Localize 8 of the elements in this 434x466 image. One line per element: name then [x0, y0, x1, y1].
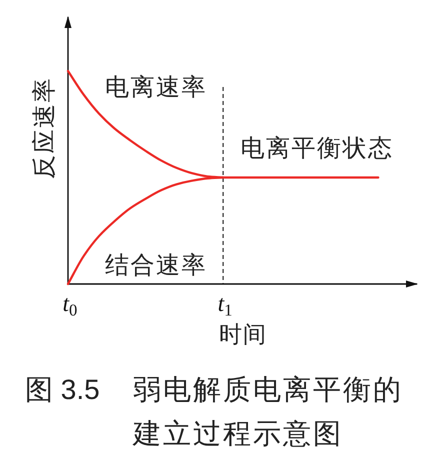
x-tick-label: t$_{1}$ — [218, 290, 232, 319]
x-tick-label: t$_{0}$ — [62, 290, 78, 319]
series-label: 结合速率 — [105, 252, 207, 278]
y-axis-title: 反应速率 — [30, 77, 58, 179]
x-axis-title: 时间 — [219, 321, 267, 347]
series-label: 电离平衡状态 — [240, 134, 394, 162]
series-label: 电离速率 — [105, 74, 207, 100]
text: 图 3.5 弱电解质电离平衡的建立过程示意图 — [25, 373, 404, 451]
